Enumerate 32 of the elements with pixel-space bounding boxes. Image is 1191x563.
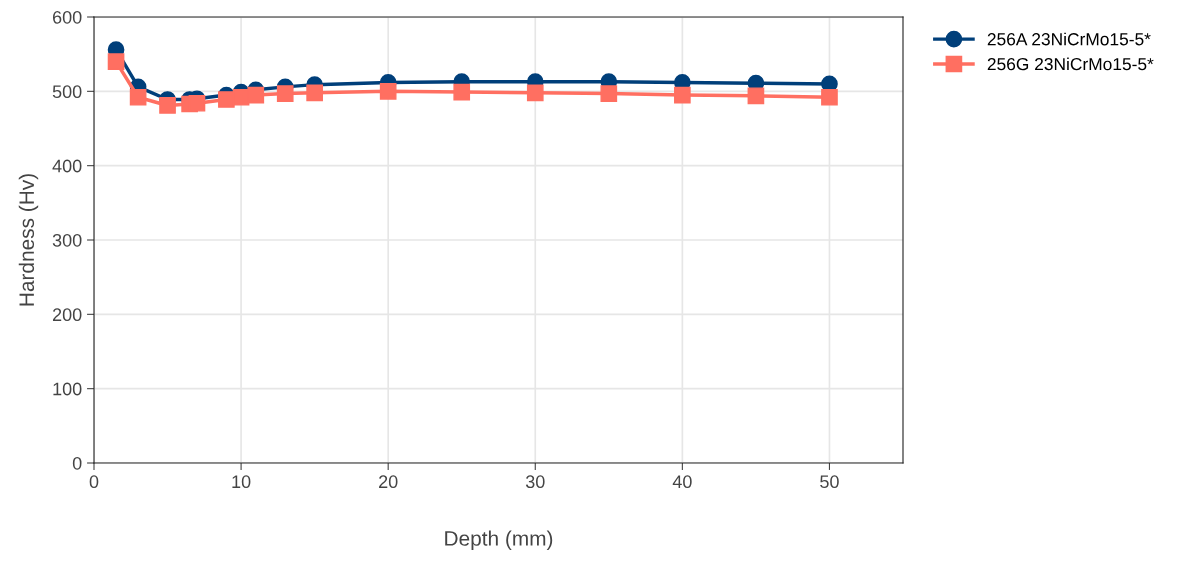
point (747, 87, 765, 105)
x-axis-title: Depth (mm) (445, 530, 553, 550)
y-tick-label: 600 (52, 10, 82, 24)
point (600, 85, 618, 102)
point (188, 94, 206, 112)
point (107, 53, 125, 70)
x-tick-label: 10 (232, 475, 251, 489)
y-tick-label: 500 (52, 85, 82, 99)
point (306, 84, 323, 102)
x-tick-label: 50 (820, 475, 839, 489)
point (526, 84, 544, 102)
legend-label: 256G 23NiCrMo15-5* (987, 57, 1154, 71)
y-tick-label: 200 (52, 308, 82, 322)
legend-label: 256A 23NiCrMo15-5* (987, 32, 1151, 46)
point (276, 85, 294, 102)
x-tick-label: 0 (89, 475, 99, 489)
point (218, 91, 235, 108)
y-tick-label: 300 (52, 233, 82, 247)
point (674, 86, 691, 104)
point (379, 82, 397, 100)
y-axis-title: Hardness (Hv) (18, 174, 39, 306)
x-tick-label: 30 (525, 475, 545, 489)
x-tick-label: 40 (672, 475, 692, 489)
point (247, 86, 265, 104)
point (453, 83, 471, 101)
y-tick-label: 400 (52, 159, 82, 173)
point (821, 88, 838, 106)
point (129, 88, 147, 106)
x-tick-label: 20 (379, 475, 398, 489)
y-tick-label: 0 (72, 456, 82, 470)
point (159, 97, 176, 114)
y-tick-label: 100 (53, 382, 82, 396)
